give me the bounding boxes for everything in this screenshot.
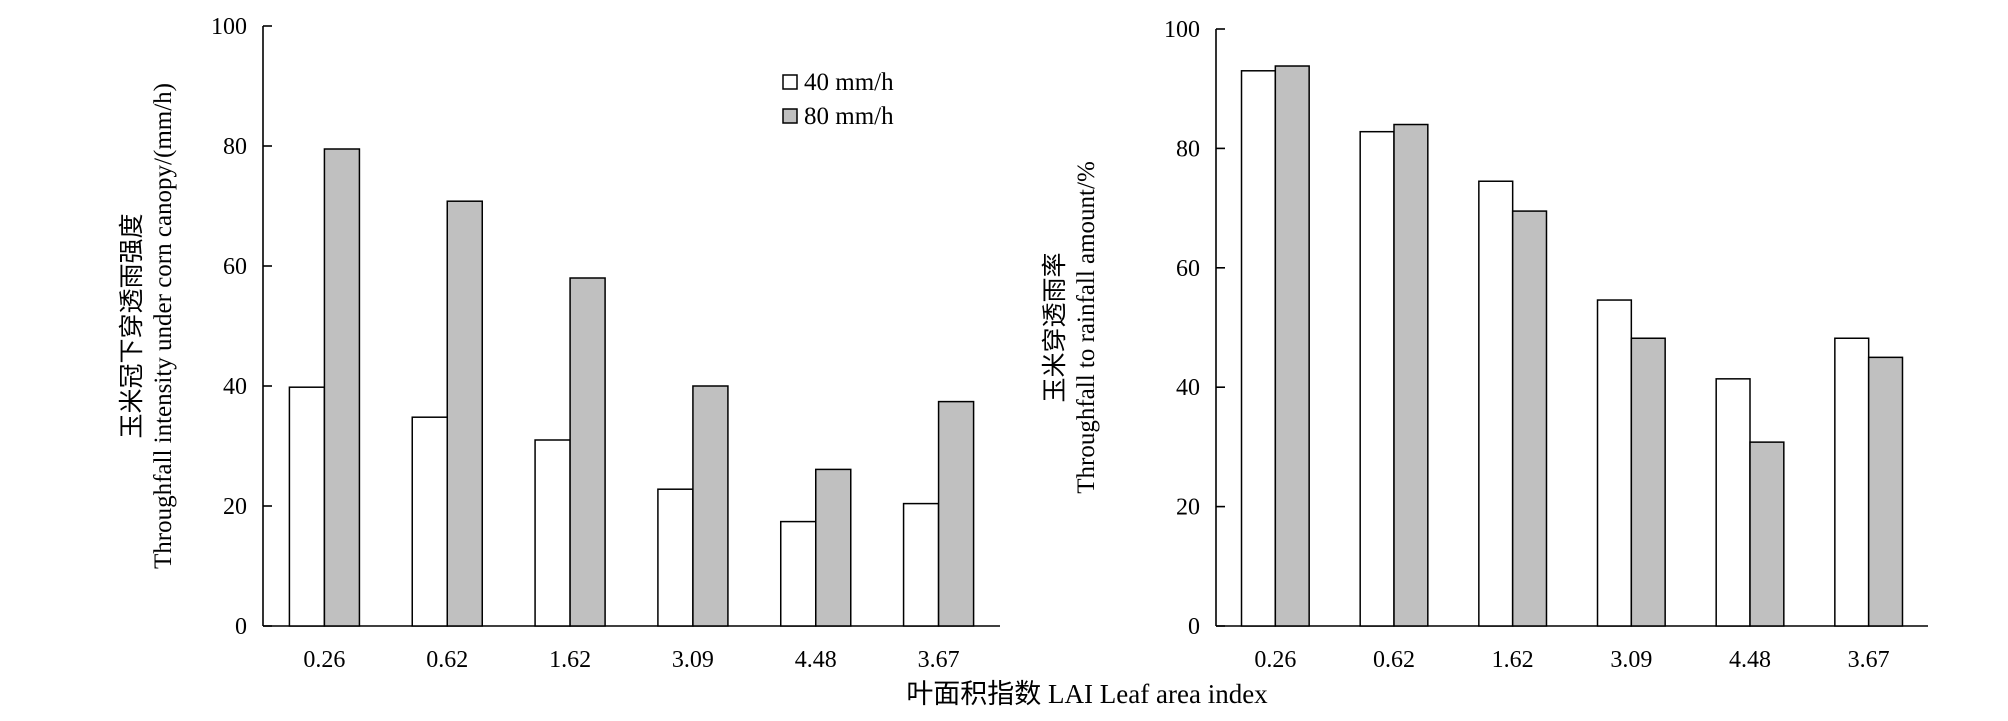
bar-40mmh-4.48 [1715,378,1751,627]
bar-40mmh-3.67 [1834,337,1870,627]
x-tick-label: 0.62 [426,647,468,673]
x-tick-label: 3.09 [672,647,714,673]
bar-40mmh-1.62 [534,439,571,627]
y-tick-label: 20 [223,494,247,520]
bar-40mmh-1.62 [1478,180,1514,627]
bar-80mmh-0.26 [1274,65,1310,627]
y-tick-label: 20 [1176,495,1200,521]
bar-40mmh-0.26 [288,386,326,627]
chart-throughfall-rate: 0 20 40 60 80 100 0.26 0.62 1.62 3.09 4.48 3.67 玉米穿透… [1041,17,1928,673]
bar-80mmh-0.62 [1393,123,1429,627]
x-tick-label: 4.48 [1729,647,1771,673]
y-tick-label: 100 [1164,17,1200,43]
y-tick-label: 60 [223,254,247,280]
x-tick-label: 3.09 [1610,647,1652,673]
legend-swatch-40mmh [782,74,798,90]
bar-40mmh-0.26 [1240,70,1277,627]
bar-80mmh-3.09 [1630,337,1666,627]
bar-40mmh-0.62 [411,416,448,627]
y-tick-label: 100 [211,14,247,40]
x-tick-label: 1.62 [549,647,591,673]
bar-80mmh-3.67 [937,400,975,627]
y-tick-label: 40 [223,374,247,400]
y-tick-label: 60 [1176,256,1200,282]
y-tick-label: 80 [1176,136,1200,162]
bar-40mmh-4.48 [779,520,817,627]
x-tick-label: 4.48 [795,647,837,673]
bar-80mmh-1.62 [1511,210,1548,627]
bar-40mmh-0.62 [1359,130,1395,627]
bar-40mmh-3.09 [657,488,694,627]
y-tick-label: 80 [223,134,247,160]
y-tick-label: 0 [235,614,247,640]
bar-80mmh-0.26 [323,148,361,627]
x-tick-label: 1.62 [1492,647,1534,673]
y-tick-label: 40 [1176,375,1200,401]
bar-80mmh-4.48 [815,468,852,627]
bar-40mmh-3.67 [902,502,940,627]
legend-label-80mmh: 80 mm/h [804,103,894,130]
bar-80mmh-0.62 [446,200,484,627]
y-axis-label-cn: 玉米冠下穿透雨强度 [118,213,146,438]
x-tick-label: 0.26 [303,647,345,673]
x-tick-label: 3.67 [918,647,960,673]
x-tick-label: 0.62 [1373,647,1415,673]
x-axis-label: 叶面积指数 LAI Leaf area index [906,679,1268,709]
y-axis-label-cn: 玉米穿透雨率 [1041,252,1069,402]
chart-throughfall-intensity: 0 20 40 60 80 100 0.26 0.62 1.62 3.09 4.48 3.67 玉米冠下… [118,14,1000,673]
legend-label-40mmh: 40 mm/h [804,69,894,96]
legend: 40 mm/h 80 mm/h [782,69,894,130]
y-tick-label: 0 [1188,614,1200,640]
y-axis-label-en: Throughfall to rainfall amount/% [1073,161,1100,494]
bar-80mmh-4.48 [1749,441,1785,627]
y-axis-label-en: Throughfall intensity under corn canopy/… [150,83,177,569]
bar-80mmh-3.09 [692,385,729,627]
bar-80mmh-3.67 [1867,356,1904,627]
x-tick-label: 3.67 [1848,647,1890,673]
x-tick-label: 0.26 [1254,647,1296,673]
legend-swatch-80mmh [782,108,798,124]
bar-40mmh-3.09 [1596,299,1633,627]
bar-80mmh-1.62 [569,277,606,627]
